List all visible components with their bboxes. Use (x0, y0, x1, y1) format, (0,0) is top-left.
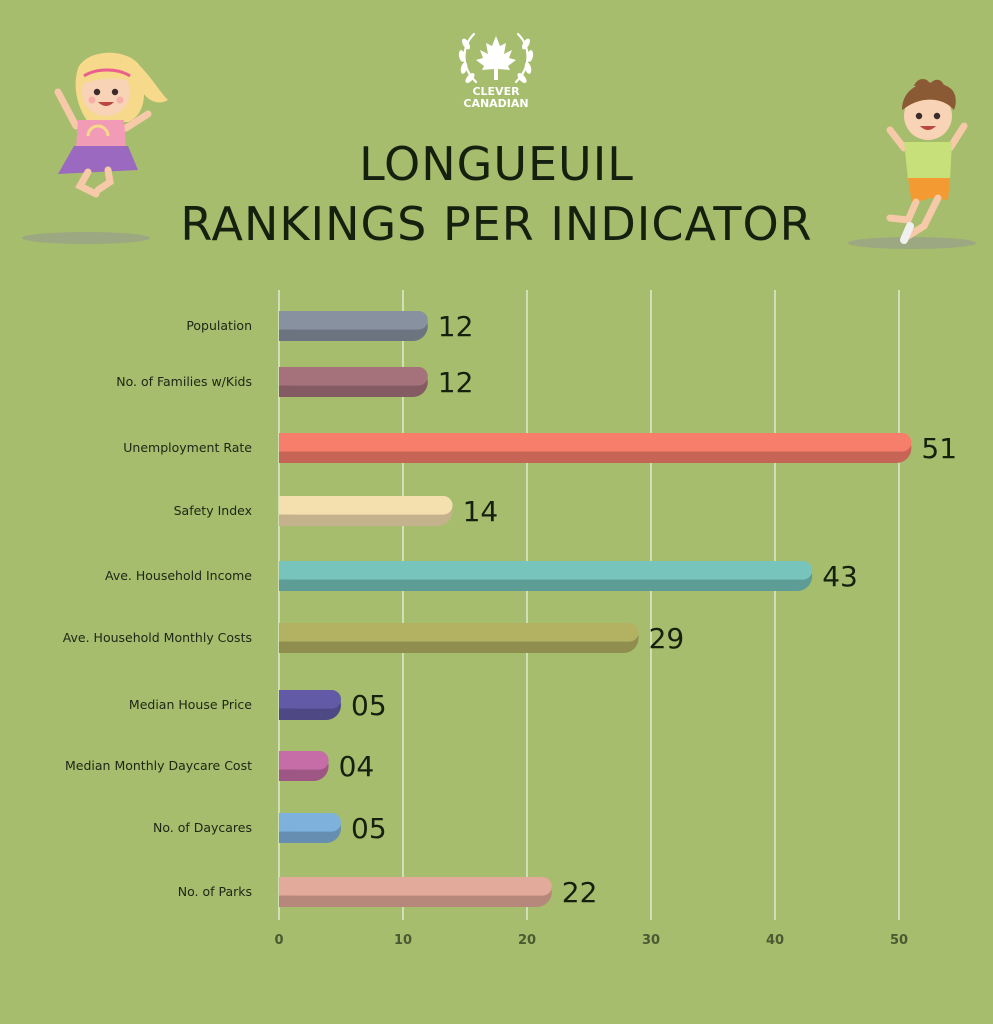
category-label: Population (186, 318, 252, 333)
value-label: 43 (822, 560, 858, 593)
value-label: 05 (351, 812, 387, 845)
category-label: Median House Price (129, 697, 252, 712)
category-label: No. of Parks (178, 884, 252, 899)
x-tick-label: 50 (890, 933, 908, 948)
maple-leaf-icon (476, 36, 516, 80)
x-tick-label: 10 (394, 933, 412, 948)
bar-face (279, 496, 453, 515)
bar-face-left (279, 367, 295, 386)
bar-shade-left (279, 769, 295, 781)
bar-shade-left (279, 385, 295, 397)
page-title-line2: RANKINGS PER INDICATOR (180, 197, 813, 251)
x-tick-label: 40 (766, 933, 784, 948)
bar-face-left (279, 561, 295, 580)
bar-shade-left (279, 708, 295, 720)
value-label: 05 (351, 689, 387, 722)
brand-line2: CANADIAN (463, 97, 529, 110)
bar (279, 311, 428, 341)
bar-face-left (279, 311, 295, 330)
bar-face-left (279, 690, 295, 709)
x-tick-label: 30 (642, 933, 660, 948)
bar (279, 751, 329, 781)
value-label: 04 (339, 750, 375, 783)
bar-face (279, 623, 639, 642)
bar-face (279, 561, 813, 580)
bar-face-left (279, 751, 295, 770)
x-tick-label: 20 (518, 933, 536, 948)
bar (279, 496, 453, 526)
bar-shade-left (279, 579, 295, 591)
laurel-wreath-icon (458, 32, 534, 84)
bar (279, 623, 639, 653)
value-label: 14 (463, 495, 499, 528)
bar-shade-left (279, 895, 295, 907)
category-label: No. of Families w/Kids (116, 374, 252, 389)
girl-illustration (54, 52, 168, 198)
category-label: Median Monthly Daycare Cost (65, 758, 252, 773)
category-label: Ave. Household Income (105, 568, 252, 583)
bar (279, 690, 341, 720)
page-title-line1: LONGUEUIL (359, 137, 634, 191)
bar (279, 433, 912, 463)
bar-shade-left (279, 451, 295, 463)
bar-face-left (279, 813, 295, 832)
brand-logo: CLEVER CANADIAN (446, 28, 546, 114)
bar-face (279, 433, 912, 452)
bar-shade-left (279, 641, 295, 653)
category-label: Safety Index (174, 503, 252, 518)
bar-face-left (279, 433, 295, 452)
bar (279, 813, 341, 843)
value-label: 22 (562, 876, 598, 909)
bar-face (279, 367, 428, 386)
x-tick-label: 0 (274, 933, 283, 948)
value-label: 12 (438, 310, 474, 343)
category-label: Ave. Household Monthly Costs (63, 630, 252, 645)
bar (279, 561, 813, 591)
bar-shade-left (279, 329, 295, 341)
category-label: Unemployment Rate (123, 440, 252, 455)
girl-shadow (22, 232, 150, 244)
boy-illustration (886, 79, 968, 244)
boy-shadow (848, 237, 976, 249)
category-label: No. of Daycares (153, 820, 252, 835)
bar-shade-left (279, 831, 295, 843)
brand-line1: CLEVER (472, 85, 520, 98)
bar-face-left (279, 496, 295, 515)
bar-face (279, 311, 428, 330)
bar (279, 877, 552, 907)
bar-face-left (279, 877, 295, 896)
bar-shade-left (279, 514, 295, 526)
bar (279, 367, 428, 397)
bar-face-left (279, 623, 295, 642)
value-label: 12 (438, 366, 474, 399)
value-label: 29 (649, 622, 685, 655)
value-label: 51 (921, 432, 957, 465)
bar-face (279, 877, 552, 896)
